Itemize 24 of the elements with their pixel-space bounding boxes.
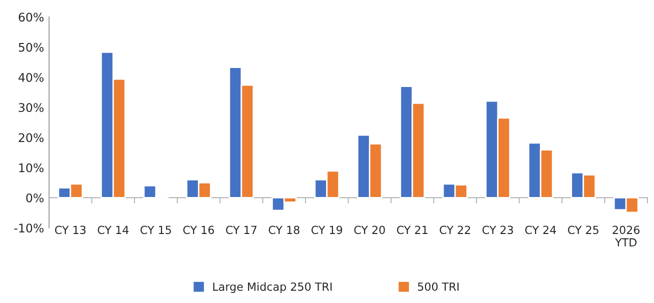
x-tick-label: CY 17 [226,226,256,234]
x-tick-label: CY 24 [525,226,556,234]
x-tick-label: CY 25 [568,226,598,234]
x-tick-label: 2026 YTD [612,226,640,246]
y-tick-label: 40% [18,72,44,82]
legend-label: 500 TRI [418,282,459,291]
y-tick-label: 50% [18,42,44,52]
x-tick-label: CY 13 [55,226,86,234]
x-tick-label: CY 18 [268,226,300,234]
x-tick-label: CY 19 [311,226,342,234]
y-tick-label: 30% [18,103,44,112]
y-tick-label: 60% [18,12,44,22]
y-tick-label: 10% [19,163,44,172]
x-tick-label: CY 16 [183,226,214,234]
x-tick-label: CY 15 [140,226,171,234]
x-tick-label: CY 14 [98,226,129,234]
y-tick-label: 20% [18,133,44,142]
x-tick-label: CY 23 [482,226,513,234]
y-tick-label: 0% [26,193,44,202]
x-tick-label: CY 22 [440,226,470,234]
x-tick-label: CY 20 [354,226,385,234]
y-tick-label: -10% [14,224,44,233]
x-tick-label: CY 21 [396,226,428,234]
legend-label: Large Midcap 250 TRI [213,282,332,293]
